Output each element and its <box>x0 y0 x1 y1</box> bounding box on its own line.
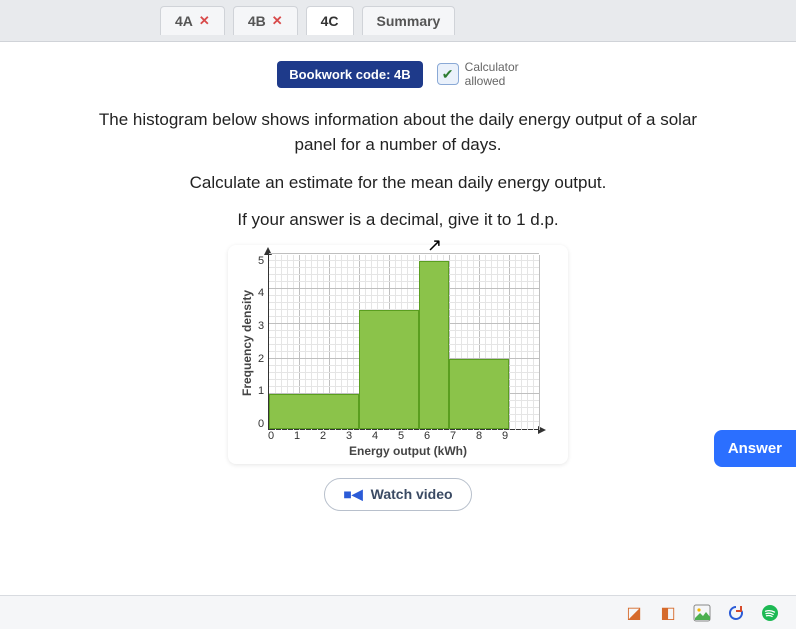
taskbar-refresh-icon[interactable] <box>726 603 746 623</box>
tab-label: 4C <box>321 13 339 29</box>
calculator-icon: ✔ <box>437 63 459 85</box>
tab-label: Summary <box>377 13 441 29</box>
tab-label: 4B <box>248 13 266 29</box>
tab-label: 4A <box>175 13 193 29</box>
y-tick: 1 <box>258 385 264 397</box>
tab-4c[interactable]: 4C <box>306 6 354 35</box>
tab-4a[interactable]: 4A ✕ <box>160 6 225 35</box>
gridline <box>539 255 540 430</box>
x-axis-label: Energy output (kWh) <box>258 444 558 458</box>
taskbar-spotify-icon[interactable] <box>760 603 780 623</box>
close-icon[interactable]: ✕ <box>272 13 283 29</box>
y-tick: 0 <box>258 418 264 430</box>
y-tick: 2 <box>258 353 264 365</box>
question-panel: Bookwork code: 4B ✔ Calculator allowed T… <box>0 42 796 602</box>
close-icon[interactable]: ✕ <box>199 13 210 29</box>
histogram-bar <box>269 394 359 429</box>
calc-line2: allowed <box>465 74 506 88</box>
tab-4b[interactable]: 4B ✕ <box>233 6 298 35</box>
gridline <box>269 260 539 261</box>
y-ticks: 0 1 2 3 4 5 <box>256 255 268 430</box>
histogram-bar <box>449 359 509 429</box>
gridline <box>269 253 539 254</box>
question-p3: If your answer is a decimal, give it to … <box>78 207 718 233</box>
below-row: ■◀ Watch video Answer <box>40 478 756 511</box>
gridline <box>269 274 539 275</box>
answer-button[interactable]: Answer <box>714 430 796 467</box>
gridline <box>269 302 539 303</box>
y-tick: 5 <box>258 255 264 267</box>
question-p1: The histogram below shows information ab… <box>78 107 718 158</box>
gridline <box>269 295 539 296</box>
taskbar-photos-icon[interactable] <box>692 603 712 623</box>
calculator-allowed: ✔ Calculator allowed <box>437 60 519 89</box>
x-ticks: 0123456789 <box>272 430 542 442</box>
watch-video-button[interactable]: ■◀ Watch video <box>324 478 471 511</box>
histogram-bar <box>359 310 419 429</box>
histogram-bar <box>419 261 449 429</box>
y-tick: 4 <box>258 287 264 299</box>
taskbar: ◪ ◧ <box>0 595 796 629</box>
gridline <box>269 267 539 268</box>
y-axis-label: Frequency density <box>238 255 256 430</box>
question-p2: Calculate an estimate for the mean daily… <box>78 170 718 196</box>
gridline <box>269 281 539 282</box>
tab-summary[interactable]: Summary <box>362 6 456 35</box>
histogram-plot: ↖ <box>268 255 538 430</box>
histogram-card: Frequency density 0 1 2 3 4 5 ↖ 0123456789 En… <box>228 245 568 464</box>
y-tick: 3 <box>258 320 264 332</box>
question-text: The histogram below shows information ab… <box>78 107 718 233</box>
taskbar-app-icon[interactable]: ◪ <box>624 603 644 623</box>
bookwork-badge: Bookwork code: 4B <box>277 61 422 88</box>
video-icon: ■◀ <box>343 486 362 503</box>
meta-row: Bookwork code: 4B ✔ Calculator allowed <box>40 60 756 89</box>
calc-line1: Calculator <box>465 60 519 74</box>
watch-video-label: Watch video <box>371 486 453 502</box>
taskbar-app-icon[interactable]: ◧ <box>658 603 678 623</box>
tab-bar: 4A ✕ 4B ✕ 4C Summary <box>0 0 796 42</box>
gridline <box>269 288 539 289</box>
answer-label: Answer <box>728 440 782 457</box>
x-tick: 9 <box>502 430 532 442</box>
